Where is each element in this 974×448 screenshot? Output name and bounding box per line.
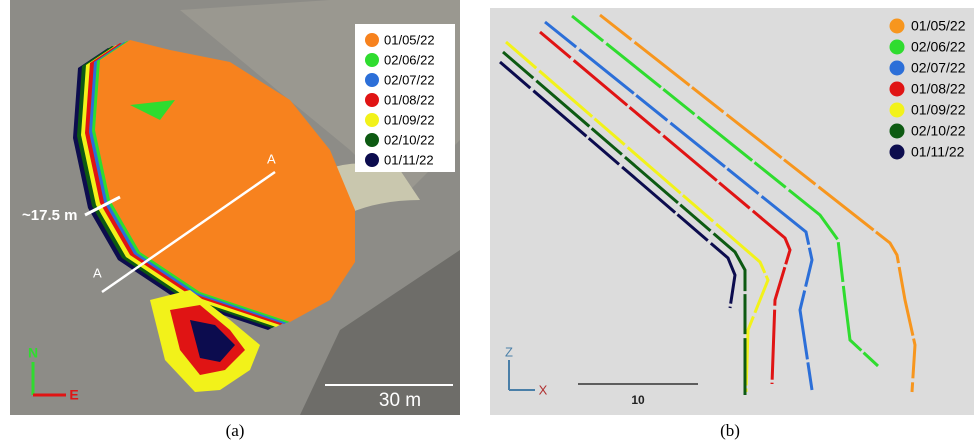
page: ~17.5 m A A 30 m N E 01/05/22 02/06/22 02/…: [0, 0, 974, 443]
panel-a: ~17.5 m A A 30 m N E 01/05/22 02/06/22 02/…: [10, 0, 460, 415]
legend-marker: [890, 124, 905, 139]
legend-label: 02/10/22: [384, 132, 435, 147]
legend-marker: [365, 33, 379, 47]
legend-marker: [890, 19, 905, 34]
legend-marker: [365, 153, 379, 167]
north-label: N: [28, 345, 38, 361]
legend-label: 02/10/22: [911, 123, 966, 139]
scale-label: 10: [631, 393, 645, 407]
legend-marker: [365, 73, 379, 87]
legend-label: 01/11/22: [384, 152, 434, 167]
scale-label: 30 m: [379, 390, 421, 411]
legend-marker: [890, 40, 905, 55]
legend-label: 01/05/22: [384, 32, 435, 47]
legend-marker: [890, 82, 905, 97]
z-label: Z: [505, 344, 513, 359]
legend-label: 01/08/22: [384, 92, 435, 107]
caption: (b): [720, 421, 740, 440]
legend-marker: [365, 133, 379, 147]
legend-label: 01/09/22: [384, 112, 435, 127]
legend-marker: [365, 113, 379, 127]
caption: (a): [226, 421, 245, 440]
legend-marker: [890, 103, 905, 118]
legend-label: 01/09/22: [911, 102, 966, 118]
legend-marker: [890, 61, 905, 76]
x-label: X: [539, 382, 548, 397]
legend-marker: [890, 145, 905, 160]
east-label: E: [69, 387, 78, 403]
legend-label: 02/06/22: [911, 39, 966, 55]
legend-label: 02/07/22: [384, 72, 435, 87]
legend-label: 01/05/22: [911, 18, 966, 34]
legend-label: 01/08/22: [911, 81, 966, 97]
distance-label: ~17.5 m: [22, 207, 77, 224]
section-label: A: [93, 265, 102, 280]
figure: ~17.5 m A A 30 m N E 01/05/22 02/06/22 02/…: [0, 0, 974, 443]
legend-marker: [365, 93, 379, 107]
legend-label: 02/06/22: [384, 52, 435, 67]
section-label: A: [267, 151, 276, 166]
legend-marker: [365, 53, 379, 67]
legend-label: 01/11/22: [911, 144, 965, 160]
legend-label: 02/07/22: [911, 60, 966, 76]
